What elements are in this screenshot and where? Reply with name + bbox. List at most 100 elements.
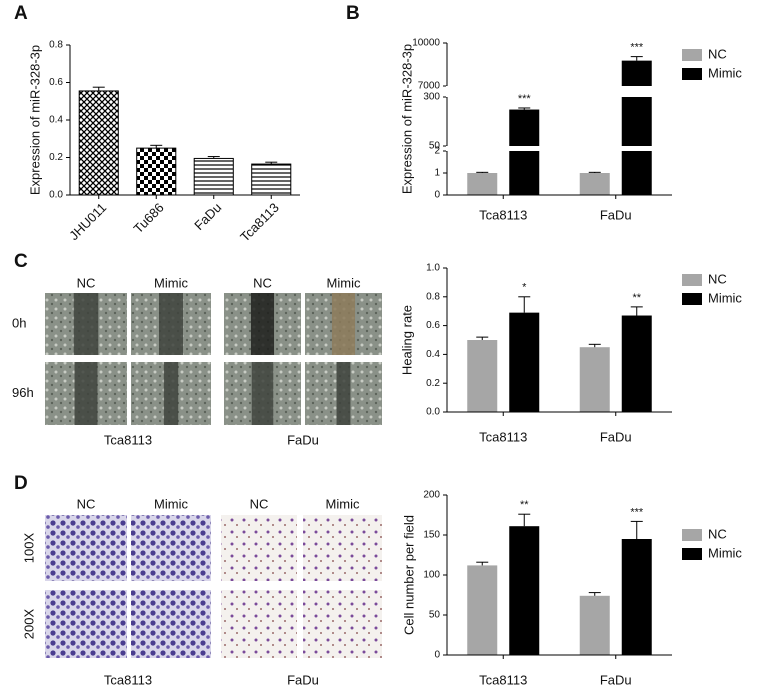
- micrograph: [303, 590, 382, 658]
- column-label: Mimic: [154, 275, 188, 290]
- scratch: [163, 362, 179, 425]
- micrograph: [221, 515, 297, 581]
- legend-swatch: [682, 274, 702, 286]
- legend-swatch: [682, 68, 702, 80]
- bar: [78, 90, 119, 196]
- row-label: 0h: [12, 315, 26, 330]
- significance: **: [520, 499, 529, 511]
- group-label: Tca8113: [104, 432, 152, 447]
- y-tick-label: 100: [423, 570, 440, 581]
- y-tick-label: 1.0: [426, 263, 440, 274]
- y-tick-label: 0.8: [426, 291, 440, 302]
- bar: [621, 539, 652, 655]
- y-tick-label: 2: [434, 146, 440, 157]
- significance: *: [522, 282, 527, 294]
- y-axis-label: Healing rate: [399, 305, 414, 375]
- legend-swatch: [682, 529, 702, 541]
- y-tick-label: 0.0: [49, 190, 63, 201]
- legend-label: Mimic: [708, 545, 742, 560]
- x-tick-label: JHU011: [66, 200, 109, 243]
- x-tick-label: Tca8113: [237, 200, 282, 245]
- column-label: Mimic: [154, 496, 188, 511]
- y-tick-label: 0.2: [426, 378, 440, 389]
- y-tick-label: 0.0: [426, 407, 440, 418]
- y-axis-label: Expression of miR-328-3p: [27, 45, 42, 195]
- legend-label: NC: [708, 526, 727, 541]
- bar: [579, 173, 610, 195]
- legend-swatch: [682, 293, 702, 305]
- significance: ***: [630, 42, 644, 54]
- axis-break: [446, 146, 673, 151]
- x-tick-label: FaDu: [191, 200, 224, 233]
- y-tick-label: 10000: [412, 38, 440, 49]
- y-tick-label: 150: [423, 530, 440, 541]
- y-tick-label: 0.6: [49, 77, 63, 88]
- group-label: Tca8113: [104, 672, 152, 687]
- significance: **: [632, 292, 641, 304]
- x-tick-label: Tca8113: [479, 429, 527, 444]
- y-tick-label: 7000: [418, 81, 441, 92]
- scratch: [74, 362, 98, 425]
- scratch: [331, 293, 356, 355]
- micrograph: [221, 590, 297, 658]
- y-tick-label: 50: [429, 141, 441, 152]
- y-tick-label: 0.2: [49, 152, 63, 163]
- x-tick-label: Tu686: [130, 200, 166, 236]
- y-tick-label: 1: [434, 168, 440, 179]
- legend-swatch: [682, 548, 702, 560]
- micrograph: [131, 590, 211, 658]
- y-tick-label: 0.8: [49, 40, 63, 51]
- legend-label: Mimic: [708, 65, 742, 80]
- group-label: FaDu: [287, 432, 319, 447]
- x-tick-label: FaDu: [600, 207, 632, 222]
- micrograph: [45, 590, 127, 658]
- axis-break: [446, 86, 673, 97]
- panel-letter: A: [14, 3, 28, 24]
- y-tick-label: 300: [423, 92, 440, 103]
- bar: [251, 163, 292, 196]
- bar: [621, 60, 652, 195]
- bar: [509, 109, 540, 195]
- y-tick-label: 50: [429, 610, 441, 621]
- y-tick-label: 0.4: [426, 349, 440, 360]
- x-tick-label: Tca8113: [479, 672, 527, 687]
- panel-letter: D: [14, 473, 28, 494]
- bar: [136, 147, 177, 196]
- y-axis-label: Cell number per field: [401, 515, 416, 635]
- x-tick-label: FaDu: [600, 429, 632, 444]
- column-label: NC: [253, 275, 272, 290]
- bar: [579, 347, 610, 412]
- significance: ***: [518, 93, 532, 105]
- scratch: [251, 362, 274, 425]
- micrograph: [303, 515, 382, 581]
- x-tick-label: FaDu: [600, 672, 632, 687]
- legend-label: NC: [708, 271, 727, 286]
- scratch: [250, 293, 275, 355]
- bar: [467, 173, 498, 195]
- y-tick-label: 0.4: [49, 115, 63, 126]
- column-label: NC: [77, 496, 96, 511]
- panel-letter: B: [346, 3, 360, 24]
- legend-label: Mimic: [708, 290, 742, 305]
- y-tick-label: 0: [434, 190, 440, 201]
- y-tick-label: 0.6: [426, 320, 440, 331]
- column-label: NC: [77, 275, 96, 290]
- bar: [193, 157, 234, 196]
- micrograph: [45, 515, 127, 581]
- row-label: 96h: [12, 385, 34, 400]
- scratch: [159, 293, 183, 355]
- row-label: 200X: [21, 608, 36, 639]
- bar: [579, 595, 610, 655]
- bar: [467, 565, 498, 655]
- column-label: Mimic: [326, 496, 360, 511]
- y-tick-label: 200: [423, 490, 440, 501]
- legend-swatch: [682, 49, 702, 61]
- scratch: [336, 362, 351, 425]
- column-label: Mimic: [327, 275, 361, 290]
- bar: [509, 312, 540, 412]
- legend-label: NC: [708, 46, 727, 61]
- bar: [509, 526, 540, 655]
- row-label: 100X: [21, 532, 36, 563]
